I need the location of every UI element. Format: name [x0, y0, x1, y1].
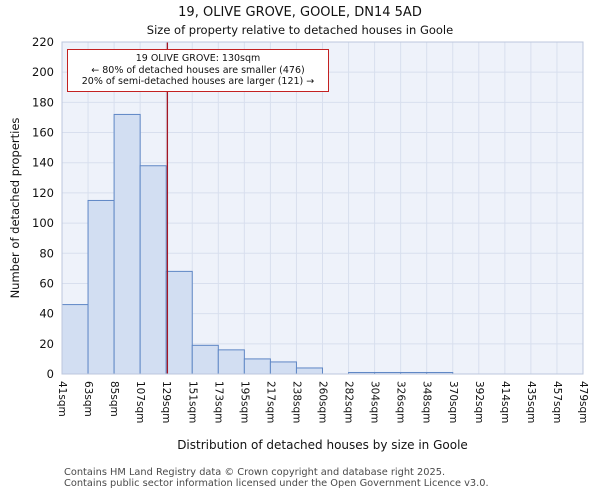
- y-tick-label: 60: [39, 276, 54, 290]
- y-tick-label: 160: [32, 126, 54, 140]
- histogram-bar: [87, 199, 115, 375]
- y-tick-label: 140: [32, 156, 54, 170]
- x-tick-label: 348sqm: [421, 381, 433, 423]
- x-tick-label: 479sqm: [577, 381, 589, 423]
- x-tick-label: 414sqm: [499, 381, 511, 423]
- annotation-box: 19 OLIVE GROVE: 130sqm ← 80% of detached…: [67, 49, 329, 92]
- histogram-bar: [139, 165, 167, 375]
- x-tick-label: 392sqm: [473, 381, 485, 423]
- y-tick-label: 20: [39, 337, 54, 351]
- y-tick-label: 40: [39, 307, 54, 321]
- y-axis-label: Number of detached properties: [8, 117, 22, 299]
- histogram-bar: [295, 367, 324, 375]
- x-tick-label: 41sqm: [56, 381, 68, 417]
- y-tick-label: 0: [47, 367, 54, 381]
- footer: Contains HM Land Registry data © Crown c…: [64, 467, 489, 489]
- histogram-bar: [113, 113, 141, 375]
- x-tick-label: 151sqm: [186, 381, 198, 423]
- x-tick-label: 195sqm: [238, 381, 250, 423]
- y-tick-label: 200: [32, 65, 54, 79]
- x-tick-label: 282sqm: [343, 381, 355, 423]
- x-tick-label: 107sqm: [134, 381, 146, 423]
- histogram-bar: [61, 304, 89, 375]
- x-tick-label: 217sqm: [264, 381, 276, 423]
- chart-title: 19, OLIVE GROVE, GOOLE, DN14 5AD: [178, 5, 422, 20]
- y-tick-label: 100: [32, 216, 54, 230]
- x-tick-label: 260sqm: [317, 381, 329, 423]
- x-tick-label: 304sqm: [369, 381, 381, 423]
- x-tick-label: 129sqm: [160, 381, 172, 423]
- histogram-bar: [191, 344, 219, 375]
- plot-border: [61, 41, 584, 375]
- x-tick-label: 173sqm: [212, 381, 224, 423]
- annotation-larger-stat: 20% of semi-detached houses are larger (…: [81, 76, 315, 87]
- histogram-bar: [217, 349, 245, 375]
- y-tick-label: 120: [32, 186, 54, 200]
- footer-copyright-line: Contains HM Land Registry data © Crown c…: [64, 467, 446, 478]
- x-tick-label: 326sqm: [395, 381, 407, 423]
- y-tick-label: 80: [39, 246, 54, 260]
- x-tick-label: 238sqm: [290, 381, 302, 423]
- histogram-bar: [243, 358, 271, 375]
- histogram-bar: [269, 361, 297, 375]
- y-tick-label: 220: [32, 35, 54, 49]
- x-tick-label: 63sqm: [82, 381, 94, 417]
- chart-subtitle: Size of property relative to detached ho…: [146, 23, 454, 37]
- y-tick-label: 180: [32, 95, 54, 109]
- x-tick-label: 85sqm: [108, 381, 120, 417]
- histogram-bar: [165, 270, 193, 375]
- annotation-property-size: 19 OLIVE GROVE: 130sqm: [135, 53, 261, 64]
- x-tick-label: 457sqm: [551, 381, 563, 423]
- x-axis-label: Distribution of detached houses by size …: [177, 438, 468, 452]
- annotation-smaller-stat: ← 80% of detached houses are smaller (47…: [91, 64, 305, 76]
- x-tick-label: 370sqm: [447, 381, 459, 423]
- x-tick-label: 435sqm: [525, 381, 537, 423]
- footer-licence-line: Contains public sector information licen…: [64, 478, 489, 489]
